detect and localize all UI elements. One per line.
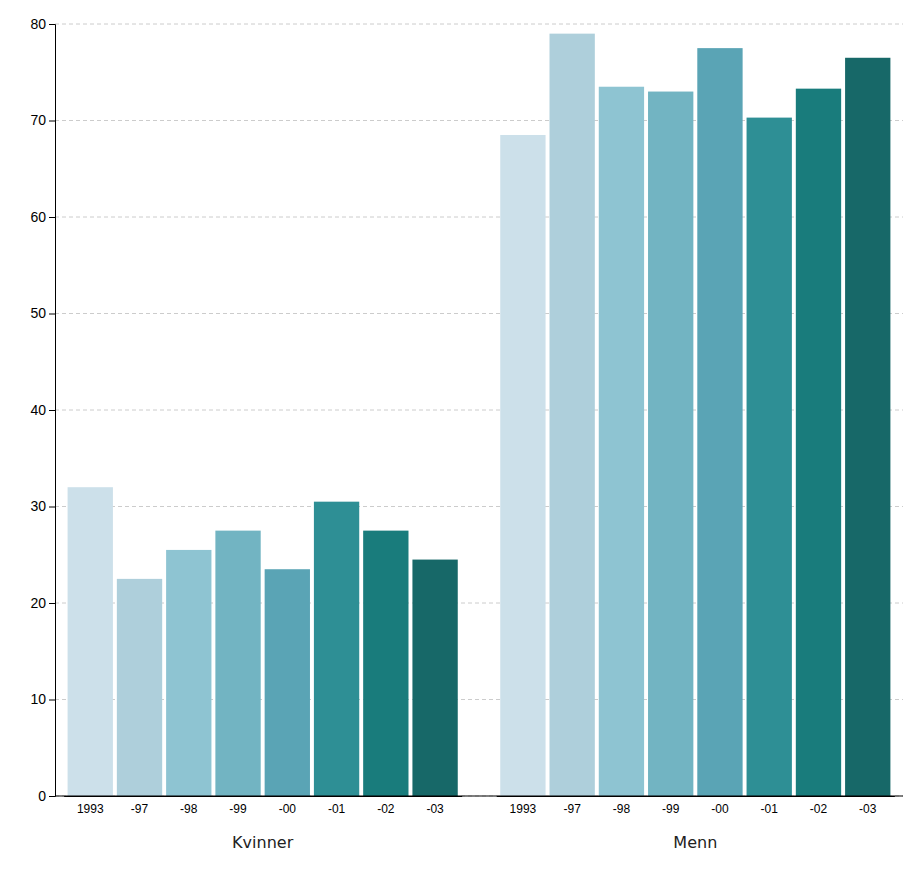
y-tick-label: 10 (30, 691, 46, 707)
bar (215, 531, 260, 796)
y-tick: 40 (30, 402, 55, 418)
x-tick-label: 1993 (510, 802, 537, 816)
y-tick-mark (49, 410, 55, 411)
bar (747, 118, 792, 796)
bar (314, 502, 359, 796)
y-axis: 0 10 20 30 40 50 60 70 80 (30, 16, 55, 804)
x-axis: 1993 -97 -98 -99 -00 -01 -02 -03 (64, 796, 462, 816)
bar (117, 579, 162, 796)
x-tick-label: 1993 (77, 802, 104, 816)
bar (363, 531, 408, 796)
y-tick-mark (49, 603, 55, 604)
bar (265, 569, 310, 796)
x-tick: -99 (229, 796, 247, 816)
y-tick: 70 (30, 112, 55, 128)
x-axis-segment (64, 796, 462, 797)
x-tick: -97 (131, 796, 149, 816)
x-tick-label: -97 (131, 802, 149, 816)
y-tick-mark (49, 217, 55, 218)
x-tick-label: -01 (761, 802, 779, 816)
y-tick-label: 70 (30, 112, 46, 128)
y-tick: 10 (30, 691, 55, 707)
y-tick-label: 0 (38, 788, 46, 804)
x-tick: -98 (180, 796, 198, 816)
bar (500, 135, 545, 796)
bar (412, 560, 457, 796)
bar (796, 89, 841, 796)
x-tick: 1993 (77, 796, 104, 816)
bar (845, 58, 890, 796)
x-axis: 1993 -97 -98 -99 -00 -01 -02 -03 (497, 796, 895, 816)
y-tick-label: 50 (30, 305, 46, 321)
x-tick-label: -98 (613, 802, 631, 816)
x-axis-line (55, 796, 903, 797)
bar (599, 87, 644, 796)
y-tick-label: 30 (30, 498, 46, 514)
y-tick: 0 (38, 788, 55, 804)
bar (166, 550, 211, 796)
x-tick: -02 (810, 796, 828, 816)
chart: 0 10 20 30 40 50 60 70 80 1993 -97 -98 -99 -00 -01 -02 -… (0, 0, 923, 876)
bar-group (68, 487, 458, 796)
bar (550, 34, 595, 796)
y-tick-mark (49, 507, 55, 508)
grid-line (55, 796, 903, 797)
x-tick: -00 (711, 796, 729, 816)
x-tick: -01 (328, 796, 346, 816)
y-tick-mark (49, 24, 55, 25)
x-tick-label: -03 (426, 802, 444, 816)
bar (648, 92, 693, 796)
bar (68, 487, 113, 796)
y-tick-mark (49, 121, 55, 122)
plot: 0 10 20 30 40 50 60 70 80 1993 -97 -98 -99 -00 -01 -02 -… (30, 16, 903, 852)
y-tick-label: 60 (30, 209, 46, 225)
y-tick-mark (49, 314, 55, 315)
x-axis-segment (497, 796, 895, 797)
grid-line (55, 24, 903, 25)
y-tick-label: 20 (30, 595, 46, 611)
x-tick: -97 (563, 796, 581, 816)
x-tick-label: -01 (328, 802, 346, 816)
y-axis-line (49, 25, 56, 797)
x-tick-label: -02 (810, 802, 828, 816)
y-tick-label: 40 (30, 402, 46, 418)
x-tick-label: -99 (662, 802, 680, 816)
y-tick-label: 80 (30, 16, 46, 32)
bar (697, 48, 742, 796)
x-tick-label: -98 (180, 802, 198, 816)
x-tick: -99 (662, 796, 680, 816)
x-tick-label: -00 (711, 802, 729, 816)
y-tick: 30 (30, 498, 55, 514)
group-label: Menn (673, 833, 717, 852)
bars (68, 34, 891, 796)
x-tick-label: -02 (377, 802, 395, 816)
y-tick: 50 (30, 305, 55, 321)
x-tick: -98 (613, 796, 631, 816)
y-tick: 60 (30, 209, 55, 225)
x-tick: 1993 (510, 796, 537, 816)
x-tick: -03 (859, 796, 877, 816)
y-tick-mark (49, 796, 55, 797)
x-tick: -00 (279, 796, 297, 816)
x-tick-label: -99 (229, 802, 247, 816)
x-tick: -01 (761, 796, 779, 816)
x-tick: -02 (377, 796, 395, 816)
x-tick-label: -00 (279, 802, 297, 816)
y-tick-mark (49, 700, 55, 701)
x-tick-label: -03 (859, 802, 877, 816)
y-tick: 20 (30, 595, 55, 611)
group-label: Kvinner (232, 833, 294, 852)
bar-group (500, 34, 890, 796)
y-tick: 80 (30, 16, 55, 32)
x-tick-label: -97 (563, 802, 581, 816)
x-tick: -03 (426, 796, 444, 816)
grid (55, 24, 903, 796)
